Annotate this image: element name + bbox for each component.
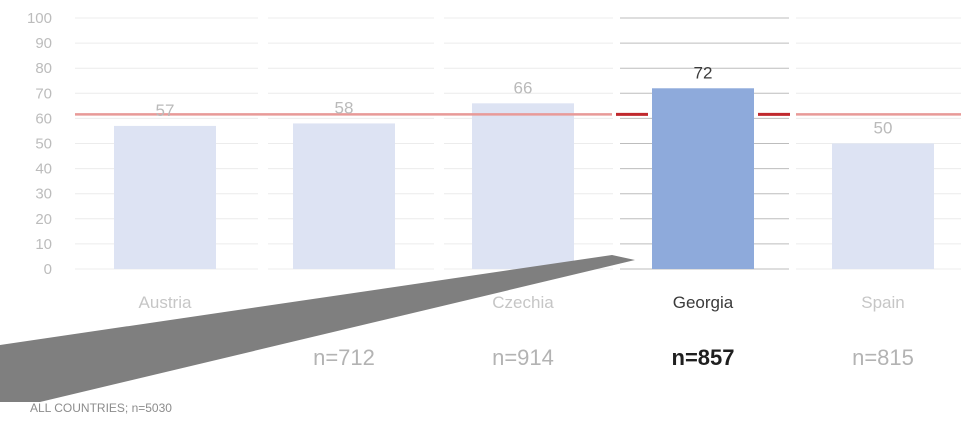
y-tick-label: 100 [27, 10, 52, 27]
pointer-arrow-overlay [0, 255, 635, 402]
y-tick-label: 60 [35, 110, 52, 127]
y-tick-label: 40 [35, 161, 52, 178]
data-label: 50 [874, 119, 893, 138]
x-tick-label: Czechia [492, 293, 554, 312]
pointer-arrow [0, 255, 635, 402]
sample-size-label: n=712 [313, 345, 375, 370]
x-axis-labels: Austria Czechia Georgia Spain [139, 293, 905, 312]
y-tick-label: 90 [35, 35, 52, 52]
y-tick-label: 30 [35, 186, 52, 203]
sample-size-label: n=815 [852, 345, 914, 370]
bar [293, 123, 395, 269]
y-tick-label: 80 [35, 60, 52, 77]
bar [832, 143, 934, 269]
x-tick-label: Georgia [673, 293, 734, 312]
sample-size-labels: n=712 n=914 n=857 n=815 [313, 345, 914, 370]
y-tick-label: 0 [44, 261, 52, 278]
y-tick-label: 20 [35, 211, 52, 228]
y-axis-ticks: 0 10 20 30 40 50 60 70 80 90 100 [27, 10, 52, 278]
bar [652, 88, 754, 269]
data-label: 58 [335, 98, 354, 117]
x-tick-label: Austria [139, 293, 192, 312]
y-tick-label: 70 [35, 85, 52, 102]
data-label: 72 [694, 63, 713, 82]
footer-note: ALL COUNTRIES; n=5030 [30, 401, 172, 415]
bar [114, 125, 216, 270]
sample-size-label: n=857 [672, 345, 735, 370]
bar [472, 103, 574, 269]
bars [114, 88, 934, 270]
data-label: 66 [514, 78, 533, 97]
x-tick-label: Spain [861, 293, 904, 312]
data-label: 57 [156, 101, 175, 120]
y-tick-label: 50 [35, 136, 52, 153]
y-tick-label: 10 [35, 236, 52, 253]
sample-size-label: n=914 [492, 345, 554, 370]
data-labels: 57 58 66 72 50 [156, 63, 893, 137]
